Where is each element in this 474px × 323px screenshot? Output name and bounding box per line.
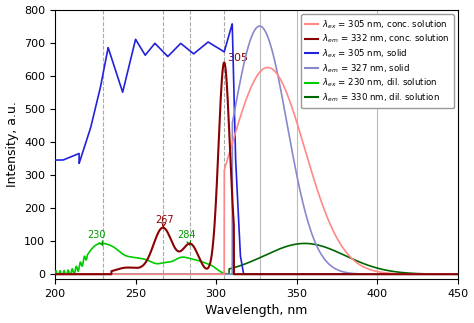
Text: 267: 267 xyxy=(155,215,173,228)
Y-axis label: Intensity, a.u.: Intensity, a.u. xyxy=(6,101,18,187)
X-axis label: Wavelength, nm: Wavelength, nm xyxy=(205,305,308,318)
Legend: $\lambda_{ex}$ = 305 nm, conc. solution, $\lambda_{em}$ = 332 nm, conc. solution: $\lambda_{ex}$ = 305 nm, conc. solution,… xyxy=(301,14,454,108)
Text: 284: 284 xyxy=(177,230,196,245)
Text: 305: 305 xyxy=(228,53,248,63)
Text: 230: 230 xyxy=(87,230,106,245)
